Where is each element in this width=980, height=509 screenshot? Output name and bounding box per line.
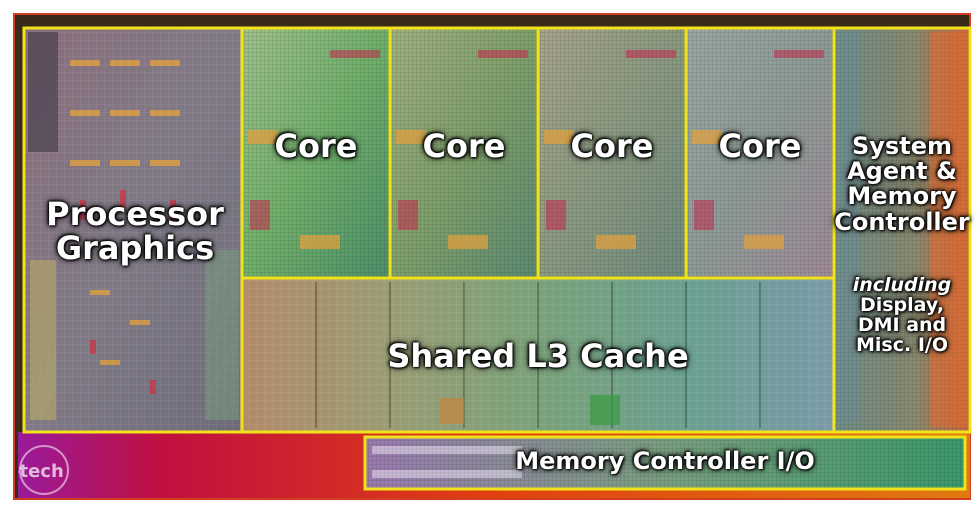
label-processor-graphics: Processor Graphics	[46, 195, 224, 267]
label-core-1: Core	[274, 127, 358, 165]
label-core-3: Core	[570, 127, 654, 165]
svg-text:bit-tech net: bit-tech net	[18, 461, 70, 482]
label-memory-controller-io: Memory Controller I/O	[515, 447, 815, 475]
label-shared-l3-cache: Shared L3 Cache	[387, 337, 689, 375]
label-core-2: Core	[422, 127, 506, 165]
label-including: including Display, DMI and Misc. I/O	[852, 274, 952, 356]
watermark-logo: bit-tech net	[0, 444, 104, 496]
label-system-agent: System Agent & Memory Controller	[834, 132, 970, 236]
label-core-4: Core	[718, 127, 802, 165]
